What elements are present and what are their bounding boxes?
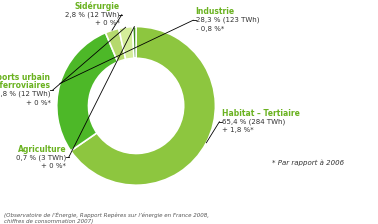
Wedge shape	[119, 27, 134, 59]
Text: 0,7 % (3 TWh): 0,7 % (3 TWh)	[16, 154, 66, 161]
Text: Agriculture: Agriculture	[18, 145, 66, 154]
Wedge shape	[57, 33, 118, 151]
Text: + 0 %*: + 0 %*	[42, 163, 66, 169]
Text: 2,8 % (12 TWh): 2,8 % (12 TWh)	[0, 91, 50, 97]
Text: - 0,8 %*: - 0,8 %*	[195, 26, 224, 32]
Wedge shape	[105, 28, 126, 62]
Text: Habitat – Tertiaire: Habitat – Tertiaire	[222, 109, 300, 118]
Text: * Par rapport à 2006: * Par rapport à 2006	[272, 159, 344, 166]
Text: Transports urbain: Transports urbain	[0, 73, 50, 82]
Text: 28,3 % (123 TWh): 28,3 % (123 TWh)	[195, 17, 259, 24]
Text: Sidérurgie: Sidérurgie	[74, 2, 119, 11]
Text: et ferroviaires: et ferroviaires	[0, 81, 50, 90]
Text: + 0 %*: + 0 %*	[94, 20, 119, 26]
Text: 2,8 % (12 TWh): 2,8 % (12 TWh)	[65, 11, 119, 18]
Text: 65,4 % (284 TWh): 65,4 % (284 TWh)	[222, 118, 285, 125]
Text: (Observatoire de l’Énergie, Rapport Repères sur l’énergie en France 2008,
chiffr: (Observatoire de l’Énergie, Rapport Repè…	[4, 212, 209, 224]
Wedge shape	[133, 27, 136, 58]
Text: + 0 %*: + 0 %*	[26, 99, 50, 106]
Wedge shape	[71, 27, 215, 185]
Text: + 1,8 %*: + 1,8 %*	[222, 127, 253, 133]
Text: Industrie: Industrie	[195, 7, 235, 16]
